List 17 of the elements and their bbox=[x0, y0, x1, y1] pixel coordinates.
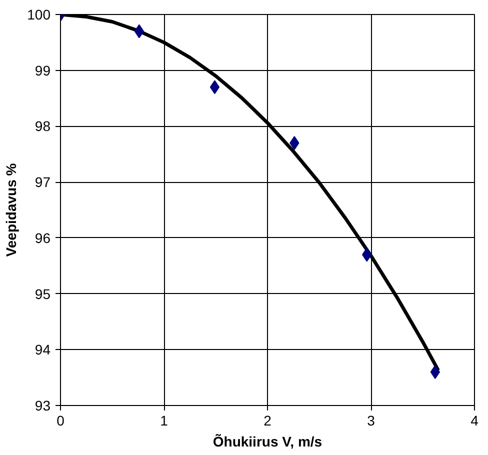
y-tick-label: 100 bbox=[27, 6, 51, 22]
x-tick-label: 4 bbox=[470, 412, 479, 428]
y-tick-label: 96 bbox=[34, 230, 51, 246]
x-tick-label: 1 bbox=[160, 412, 168, 428]
y-axis-title: Veepidavus % bbox=[3, 162, 20, 257]
y-tick-label: 95 bbox=[34, 286, 51, 302]
y-tick-label: 99 bbox=[34, 62, 51, 78]
point bbox=[430, 364, 440, 379]
x-tick-label: 0 bbox=[56, 412, 65, 428]
y-tick-label: 98 bbox=[34, 118, 51, 134]
x-tick-label: 3 bbox=[367, 412, 376, 428]
y-tick-label: 93 bbox=[34, 398, 51, 414]
x-axis-title: Õhukiirus V, m/s bbox=[212, 434, 322, 450]
y-tick-label: 94 bbox=[34, 342, 51, 358]
y-tick-label: 97 bbox=[34, 174, 51, 190]
point bbox=[210, 80, 220, 94]
x-tick-label: 2 bbox=[264, 412, 272, 428]
